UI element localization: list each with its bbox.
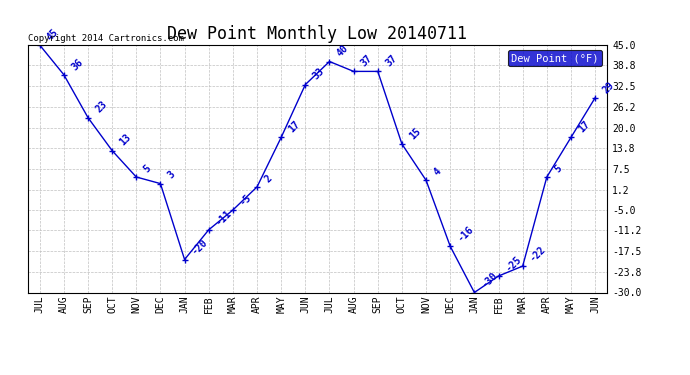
Text: 45: 45 bbox=[46, 27, 61, 42]
Text: 36: 36 bbox=[70, 57, 85, 72]
Text: -5: -5 bbox=[239, 192, 254, 207]
Text: 15: 15 bbox=[408, 126, 423, 141]
Text: 17: 17 bbox=[577, 119, 592, 135]
Text: 23: 23 bbox=[94, 99, 109, 115]
Text: 17: 17 bbox=[287, 119, 302, 135]
Text: -16: -16 bbox=[456, 224, 475, 243]
Text: -20: -20 bbox=[190, 237, 210, 257]
Title: Dew Point Monthly Low 20140711: Dew Point Monthly Low 20140711 bbox=[168, 26, 467, 44]
Text: 3: 3 bbox=[166, 170, 177, 181]
Text: 29: 29 bbox=[601, 80, 616, 95]
Text: -25: -25 bbox=[504, 254, 524, 273]
Text: 40: 40 bbox=[335, 44, 351, 59]
Text: 33: 33 bbox=[311, 66, 326, 82]
Legend: Dew Point (°F): Dew Point (°F) bbox=[509, 50, 602, 66]
Text: 13: 13 bbox=[118, 132, 133, 148]
Text: -22: -22 bbox=[529, 244, 548, 263]
Text: 5: 5 bbox=[142, 163, 153, 174]
Text: 4: 4 bbox=[432, 166, 443, 177]
Text: 5: 5 bbox=[553, 163, 564, 174]
Text: 37: 37 bbox=[359, 53, 375, 69]
Text: -11: -11 bbox=[215, 207, 234, 227]
Text: 37: 37 bbox=[384, 53, 399, 69]
Text: Copyright 2014 Cartronics.com: Copyright 2014 Cartronics.com bbox=[28, 33, 184, 42]
Text: -30: -30 bbox=[480, 270, 500, 290]
Text: 2: 2 bbox=[263, 173, 274, 184]
